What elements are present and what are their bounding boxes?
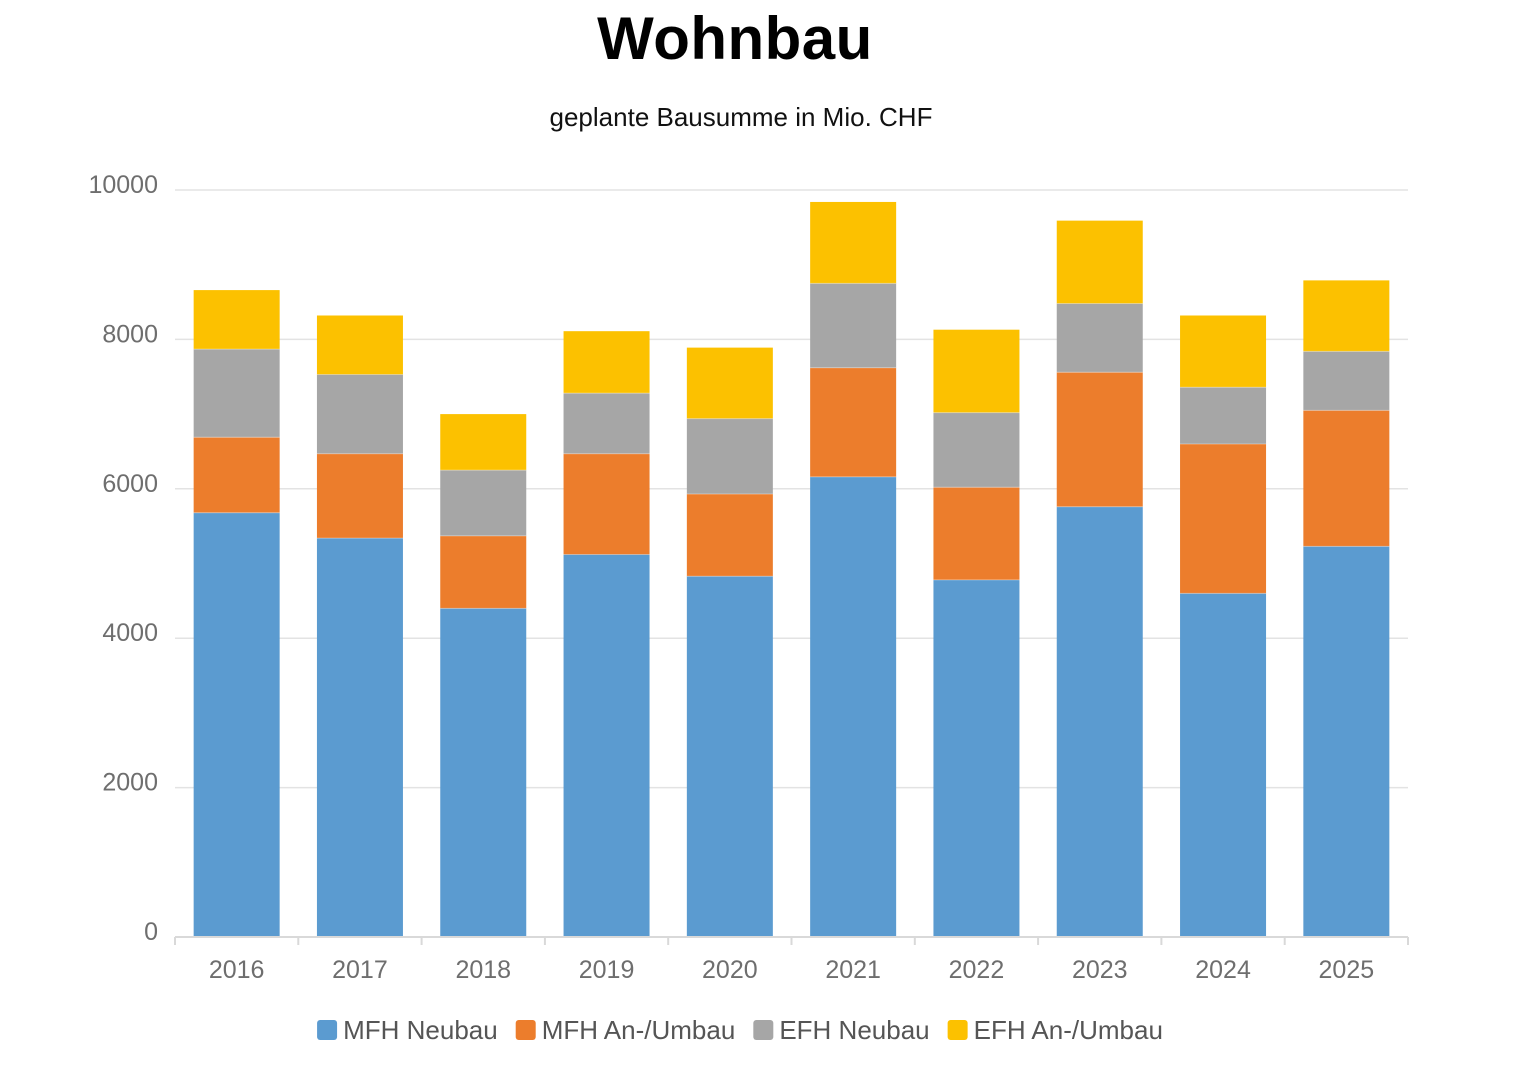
x-tick-label: 2018 xyxy=(455,956,511,984)
bar-segment-efh-an-umbau-2024 xyxy=(1180,315,1267,388)
bar-segment-mfh-an-umbau-2017 xyxy=(316,453,403,539)
bar-segment-efh-an-umbau-2020 xyxy=(686,347,773,419)
bar-segment-mfh-an-umbau-2021 xyxy=(810,367,897,477)
x-tick-label: 2022 xyxy=(949,956,1005,984)
bar-segment-efh-neubau-2017 xyxy=(316,374,403,454)
bar-segment-mfh-neubau-2021 xyxy=(810,476,897,937)
bar-segment-mfh-neubau-2024 xyxy=(1180,593,1267,937)
bar-segment-mfh-an-umbau-2019 xyxy=(563,453,650,555)
y-tick-label: 8000 xyxy=(102,320,158,348)
x-tick-label: 2020 xyxy=(702,956,758,984)
bar-segment-mfh-neubau-2023 xyxy=(1056,506,1143,937)
bar-segment-mfh-an-umbau-2022 xyxy=(933,487,1020,580)
chart-subtitle: geplante Bausumme in Mio. CHF xyxy=(549,102,933,132)
bar-segment-efh-neubau-2025 xyxy=(1303,351,1390,411)
legend-swatch-mfh-an-umbau xyxy=(515,1020,536,1040)
legend-label: MFH An-/Umbau xyxy=(542,1015,736,1045)
bar-segment-mfh-neubau-2017 xyxy=(316,538,403,937)
bar-segment-efh-neubau-2022 xyxy=(933,412,1020,488)
bar-segment-mfh-neubau-2016 xyxy=(193,512,280,937)
y-tick-label: 2000 xyxy=(102,769,158,797)
bar-segment-efh-an-umbau-2022 xyxy=(933,329,1020,413)
legend: MFH Neubau MFH An-/Umbau EFH Neubau EFH An-… xyxy=(317,1015,1163,1045)
bar-segment-mfh-neubau-2019 xyxy=(563,554,650,937)
y-tick-label: 0 xyxy=(144,918,158,946)
bar-segment-efh-neubau-2019 xyxy=(563,393,650,454)
x-tick-label: 2019 xyxy=(579,956,635,984)
y-tick-label: 10000 xyxy=(88,171,158,199)
bar-segment-efh-an-umbau-2025 xyxy=(1303,280,1390,352)
bar-segment-efh-an-umbau-2018 xyxy=(440,414,527,471)
bar-segment-efh-an-umbau-2023 xyxy=(1056,220,1143,304)
legend-label: EFH An-/Umbau xyxy=(974,1015,1163,1045)
legend-label: EFH Neubau xyxy=(779,1015,929,1045)
x-tick-label: 2025 xyxy=(1319,956,1375,984)
bar-segment-efh-neubau-2018 xyxy=(440,470,527,536)
y-tick-label: 4000 xyxy=(102,619,158,647)
bar-segment-efh-neubau-2024 xyxy=(1180,387,1267,444)
y-tick-label: 6000 xyxy=(102,470,158,498)
x-tick-label: 2016 xyxy=(209,956,265,984)
bar-segment-efh-an-umbau-2019 xyxy=(563,331,650,394)
legend-swatch-mfh-neubau xyxy=(317,1020,338,1040)
bar-segment-mfh-an-umbau-2024 xyxy=(1180,443,1267,594)
bar-segment-mfh-neubau-2018 xyxy=(440,608,527,937)
x-tick-label: 2017 xyxy=(332,956,388,984)
x-tick-label: 2021 xyxy=(825,956,881,984)
bar-segment-efh-neubau-2020 xyxy=(686,418,773,495)
legend-label: MFH Neubau xyxy=(343,1015,498,1045)
bar-segment-mfh-neubau-2020 xyxy=(686,576,773,937)
bar-segment-efh-neubau-2016 xyxy=(193,349,280,438)
bar-segment-mfh-neubau-2022 xyxy=(933,579,1020,937)
bar-segment-mfh-an-umbau-2025 xyxy=(1303,410,1390,547)
x-tick-label: 2023 xyxy=(1072,956,1128,984)
bar-segment-mfh-neubau-2025 xyxy=(1303,546,1390,937)
legend-swatch-efh-neubau xyxy=(753,1020,774,1040)
bar-segment-efh-an-umbau-2016 xyxy=(193,290,280,350)
legend-swatch-efh-an-umbau xyxy=(947,1020,968,1040)
bar-segment-mfh-an-umbau-2016 xyxy=(193,437,280,513)
bar-segment-efh-neubau-2023 xyxy=(1056,303,1143,373)
bar-segment-efh-an-umbau-2017 xyxy=(316,315,403,375)
bar-segment-efh-an-umbau-2021 xyxy=(810,201,897,284)
bar-segment-mfh-an-umbau-2023 xyxy=(1056,372,1143,507)
bar-segment-mfh-an-umbau-2018 xyxy=(440,535,527,609)
bars xyxy=(193,201,1390,937)
axes: 0 2000 4000 6000 8000 10000 2016 2017 2018 2019 20… xyxy=(88,171,1409,984)
x-tick-label: 2024 xyxy=(1195,956,1251,984)
bar-segment-mfh-an-umbau-2020 xyxy=(686,494,773,577)
chart-title: Wohnbau xyxy=(597,5,873,72)
bar-segment-efh-neubau-2021 xyxy=(810,283,897,368)
